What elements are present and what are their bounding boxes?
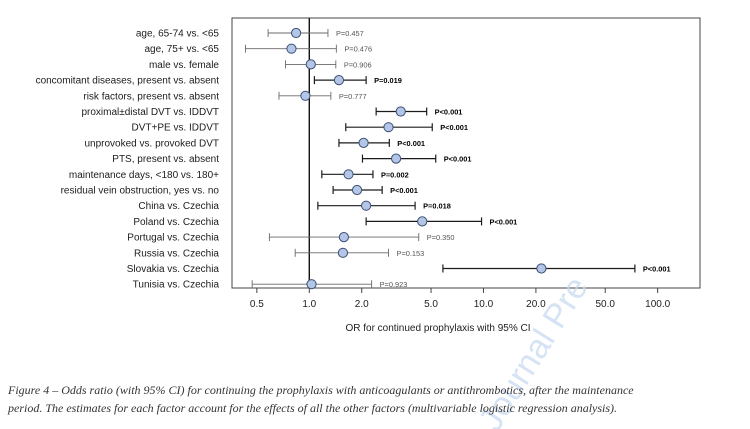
p-value-label: P=0.457 <box>336 29 364 38</box>
or-point <box>337 247 349 258</box>
p-value-label: P=0.777 <box>339 92 367 101</box>
row-label: Tunisia vs. Czechia <box>133 280 220 291</box>
row-label: DVT+PE vs. IDDVT <box>131 123 219 134</box>
x-tick-label: 1.0 <box>302 299 316 310</box>
row-label: age, 75+ vs. <65 <box>144 44 219 55</box>
row-label: concomitant diseases, present vs. absent <box>36 76 220 87</box>
or-point <box>536 263 547 274</box>
or-point <box>290 27 302 39</box>
p-value-label: P=0.002 <box>381 170 409 179</box>
x-tick-label: 50.0 <box>595 299 615 310</box>
row-label: maintenance days, <180 vs. 180+ <box>69 170 219 181</box>
row-label: China vs. Czechia <box>138 201 219 212</box>
p-value-label: P<0.001 <box>440 123 468 132</box>
forest-plot: age, 65-74 vs. <65 age, 75+ vs. <65 male v… <box>36 17 701 334</box>
x-axis-title: OR for continued prophylaxis with 95% CI <box>345 323 530 334</box>
x-tick-label: 10.0 <box>474 299 494 310</box>
p-value-label: P<0.001 <box>390 186 418 195</box>
p-value-label: P=0.019 <box>374 76 402 85</box>
caption-line-2: period. The estimates for each factor ac… <box>8 401 618 415</box>
p-value-label: P=0.906 <box>344 60 372 69</box>
p-value-label: P=0.350 <box>427 233 455 242</box>
row-label: male vs. female <box>149 60 219 71</box>
p-value-label: P=0.923 <box>380 280 408 289</box>
row-label: proximal±distal DVT vs. IDDVT <box>81 107 219 118</box>
row-label: Portugal vs. Czechia <box>127 233 219 244</box>
x-tick-label: 0.5 <box>250 299 264 310</box>
or-point <box>361 200 372 211</box>
p-value-label: P<0.001 <box>397 139 425 148</box>
row-label: Russia vs. Czechia <box>134 248 219 259</box>
row-label: risk factors, present vs. absent <box>83 91 219 102</box>
x-tick-label: 2.0 <box>355 299 369 310</box>
x-tick-label: 100.0 <box>645 299 670 310</box>
or-point <box>417 216 428 227</box>
row-label: age, 65-74 vs. <65 <box>136 29 220 40</box>
x-tick-label: 5.0 <box>424 299 438 310</box>
or-point <box>286 43 297 54</box>
row-label: Poland vs. Czechia <box>133 217 219 228</box>
or-point <box>351 184 363 196</box>
caption-line-1: Figure 4 – Odds ratio (with 95% CI) for … <box>8 383 634 397</box>
row-label: PTS, present vs. absent <box>112 154 219 165</box>
row-label: unprovoked vs. provoked DVT <box>84 138 219 149</box>
row-label: residual vein obstruction, yes vs. no <box>61 186 220 197</box>
p-value-label: P<0.001 <box>490 217 518 226</box>
or-point <box>395 106 406 117</box>
or-point <box>300 90 311 101</box>
or-point <box>390 153 402 164</box>
p-value-label: P<0.001 <box>444 155 472 164</box>
or-point <box>333 75 345 86</box>
row-label: Slovakia vs. Czechia <box>127 264 220 275</box>
or-point <box>338 232 349 243</box>
plot-frame <box>231 17 701 289</box>
or-point <box>306 279 317 290</box>
or-point <box>343 169 354 180</box>
p-value-label: P=0.476 <box>344 45 372 54</box>
x-tick-label: 20.0 <box>526 299 546 310</box>
p-value-label: P=0.153 <box>397 249 425 258</box>
p-value-label: P<0.001 <box>435 108 463 117</box>
or-point <box>383 122 394 133</box>
or-point <box>358 137 369 148</box>
p-value-label: P<0.001 <box>643 265 671 274</box>
forest-plot-figure: age, 65-74 vs. <65 age, 75+ vs. <65 male v… <box>35 17 701 334</box>
p-value-label: P=0.018 <box>423 202 451 211</box>
figure-caption: Figure 4 – Odds ratio (with 95% CI) for … <box>8 381 733 417</box>
or-point <box>305 59 316 70</box>
